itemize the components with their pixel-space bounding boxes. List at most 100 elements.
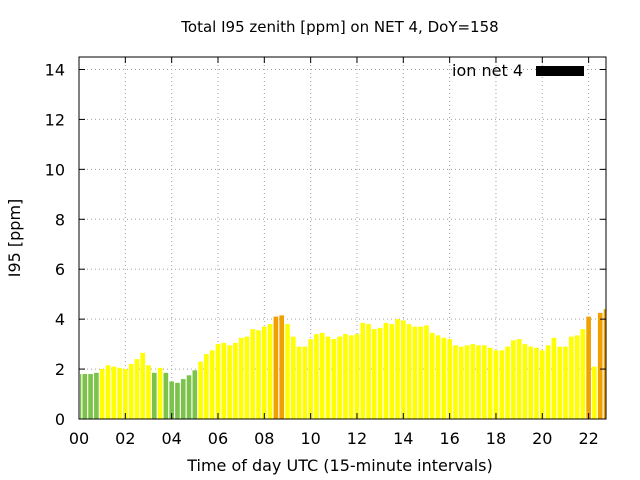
bar: [539, 350, 545, 419]
bar: [192, 370, 198, 419]
bar: [447, 339, 452, 419]
x-tick-label: 22: [578, 429, 598, 448]
y-tick-label: 4: [55, 310, 65, 329]
bar: [169, 381, 174, 419]
y-tick-label: 0: [55, 410, 65, 429]
bar: [215, 344, 221, 419]
grid: [79, 57, 606, 419]
x-tick-label: 08: [254, 429, 274, 448]
bar: [400, 320, 406, 419]
bar: [348, 335, 354, 419]
bar: [123, 369, 128, 419]
bar: [586, 316, 591, 419]
y-tick-label: 10: [45, 160, 65, 179]
bar: [296, 346, 302, 419]
bar: [180, 379, 186, 419]
bar: [603, 309, 606, 419]
bar: [574, 335, 580, 419]
bar: [435, 335, 441, 419]
y-axis-label: I95 [ppm]: [5, 199, 24, 278]
y-tick-label: 8: [55, 210, 65, 229]
legend-swatch: [536, 66, 584, 76]
bar: [522, 344, 528, 419]
plot-frame: [78, 56, 607, 420]
bar: [308, 339, 313, 419]
bar: [597, 312, 603, 419]
x-tick-label: 16: [439, 429, 459, 448]
x-tick-label: 14: [393, 429, 413, 448]
bar: [82, 374, 88, 419]
bar: [285, 324, 290, 419]
chart-title: Total I95 zenith [ppm] on NET 4, DoY=158: [180, 18, 498, 36]
bar: [267, 324, 273, 419]
x-tick-label: 06: [208, 429, 228, 448]
x-tick-label: 18: [486, 429, 506, 448]
bar: [424, 325, 429, 419]
bar: [140, 352, 146, 419]
y-tick-label: 6: [55, 260, 65, 279]
bar: [528, 346, 534, 419]
bar: [383, 322, 389, 419]
bar: [325, 336, 331, 419]
bar: [545, 345, 551, 419]
bar: [395, 319, 400, 419]
bar: [128, 364, 134, 419]
bar: [105, 365, 111, 419]
x-tick-label: 00: [69, 429, 89, 448]
bar: [366, 324, 371, 419]
bar: [221, 342, 227, 419]
bar: [204, 354, 209, 419]
bar: [331, 339, 337, 419]
bar: [134, 359, 140, 419]
x-tick-label: 10: [300, 429, 320, 448]
bar: [117, 367, 122, 419]
bar: [534, 347, 539, 419]
bar: [157, 367, 163, 419]
bar: [319, 332, 325, 419]
bar: [273, 316, 279, 419]
bar: [250, 329, 256, 419]
y-tick-label: 2: [55, 360, 65, 379]
bar: [238, 337, 244, 419]
bar: [406, 324, 412, 419]
bar: [464, 345, 470, 419]
bar: [493, 350, 499, 419]
bar: [256, 330, 261, 419]
bars: [80, 309, 606, 419]
bar: [418, 326, 423, 419]
bar: [88, 374, 93, 419]
bar: [302, 346, 308, 419]
x-tick-label: 04: [161, 429, 181, 448]
bar: [482, 345, 487, 419]
bar: [175, 382, 180, 419]
bar: [279, 315, 285, 419]
bar: [163, 372, 169, 419]
bar: [209, 350, 215, 419]
bar: [412, 326, 418, 419]
bar: [186, 375, 192, 419]
bar: [551, 337, 557, 419]
bar: [516, 339, 522, 419]
bar: [563, 346, 568, 419]
bar: [580, 329, 586, 419]
bar: [233, 342, 238, 419]
x-tick-label: 20: [532, 429, 552, 448]
bar: [146, 365, 151, 419]
bar: [111, 366, 117, 419]
bar: [453, 345, 458, 419]
bar: [470, 344, 476, 419]
bar: [337, 336, 342, 419]
bar: [568, 336, 574, 419]
bar: [458, 346, 464, 419]
bar: [499, 350, 505, 419]
bar: [592, 366, 597, 419]
legend-label: ion net 4: [452, 61, 523, 80]
y-tick-label: 12: [45, 110, 65, 129]
bar: [557, 346, 562, 419]
bar: [487, 347, 493, 419]
legend: ion net 4: [452, 61, 584, 80]
bar: [372, 329, 377, 419]
bar: [80, 374, 82, 419]
bar: [476, 345, 481, 419]
